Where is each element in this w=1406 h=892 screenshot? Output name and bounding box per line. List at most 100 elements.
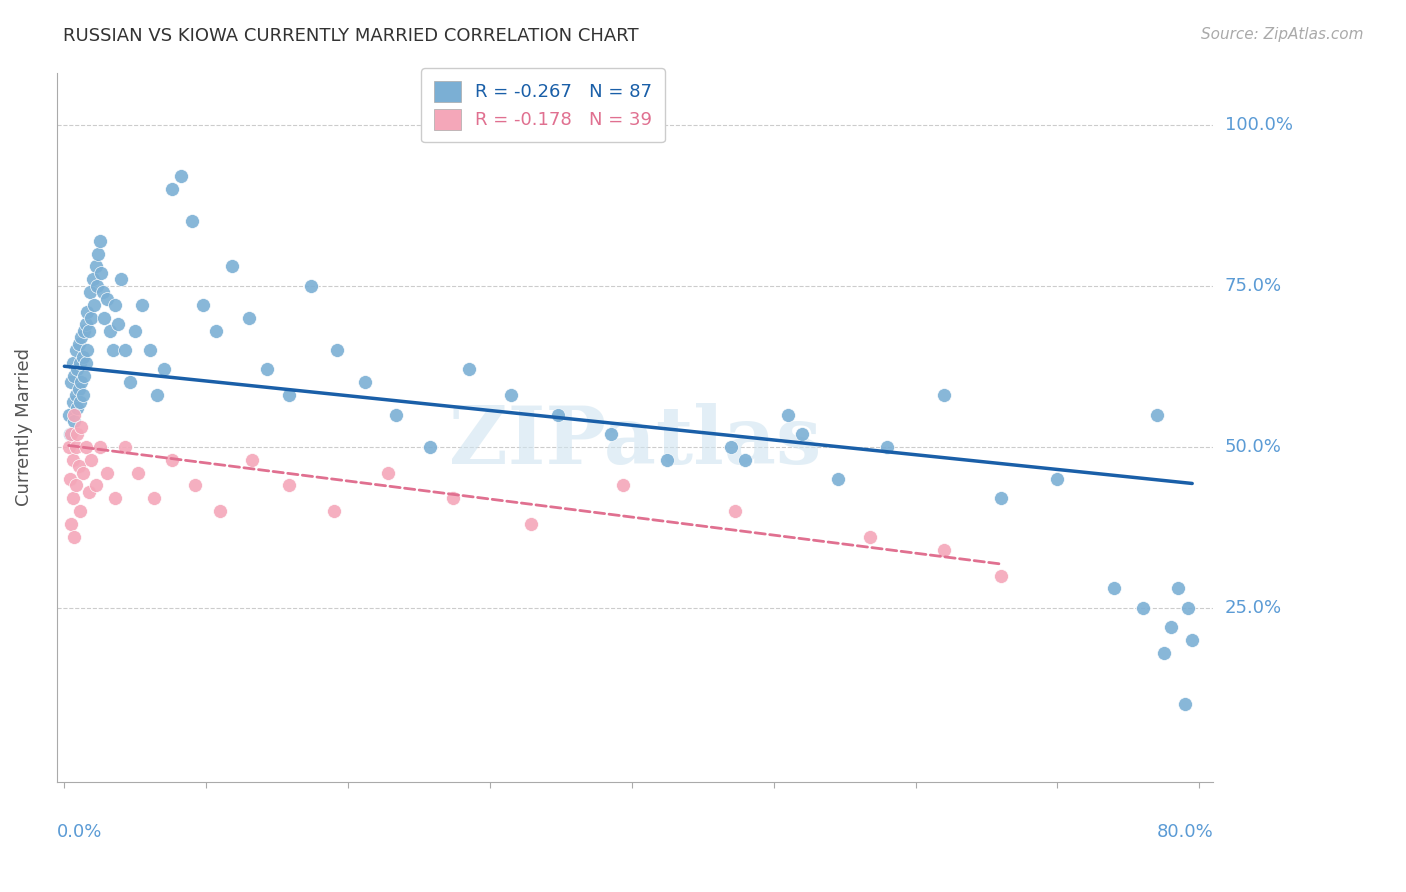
Text: 0.0%: 0.0%	[58, 823, 103, 841]
Point	[75, 440, 97, 454]
Point	[65, 343, 87, 358]
Point	[160, 182, 183, 196]
Point	[60, 426, 83, 441]
Point	[827, 472, 849, 486]
Point	[77, 324, 100, 338]
Point	[65, 478, 87, 492]
Point	[63, 368, 86, 383]
Point	[59, 472, 82, 486]
Point	[90, 266, 112, 280]
Point	[66, 426, 89, 441]
Point	[82, 272, 104, 286]
Point	[63, 408, 86, 422]
Point	[599, 426, 621, 441]
Point	[63, 530, 86, 544]
Point	[104, 491, 127, 506]
Point	[66, 362, 89, 376]
Point	[89, 234, 111, 248]
Point	[62, 394, 84, 409]
Point	[96, 292, 118, 306]
Point	[67, 459, 90, 474]
Point	[118, 376, 141, 390]
Text: RUSSIAN VS KIOWA CURRENTLY MARRIED CORRELATION CHART: RUSSIAN VS KIOWA CURRENTLY MARRIED CORRE…	[63, 27, 638, 45]
Point	[501, 388, 523, 402]
Point	[142, 491, 165, 506]
Point	[84, 260, 107, 274]
Point	[75, 356, 97, 370]
Point	[72, 466, 94, 480]
Point	[547, 408, 569, 422]
Point	[138, 343, 160, 358]
Point	[612, 478, 634, 492]
Point	[66, 401, 89, 416]
Point	[67, 336, 90, 351]
Point	[77, 484, 100, 499]
Point	[776, 408, 799, 422]
Point	[724, 504, 747, 518]
Point	[73, 368, 96, 383]
Point	[89, 440, 111, 454]
Point	[170, 169, 193, 184]
Point	[69, 356, 91, 370]
Point	[63, 414, 86, 428]
Point	[419, 440, 441, 454]
Legend: R = -0.267   N = 87, R = -0.178   N = 39: R = -0.267 N = 87, R = -0.178 N = 39	[420, 68, 665, 143]
Point	[181, 214, 204, 228]
Point	[60, 376, 83, 390]
Point	[1160, 620, 1182, 634]
Point	[84, 478, 107, 492]
Point	[59, 426, 82, 441]
Point	[238, 310, 260, 325]
Point	[62, 452, 84, 467]
Text: 80.0%: 80.0%	[1157, 823, 1213, 841]
Point	[79, 285, 101, 300]
Point	[98, 324, 121, 338]
Point	[790, 426, 813, 441]
Point	[160, 452, 183, 467]
Point	[110, 272, 132, 286]
Point	[323, 504, 346, 518]
Point	[73, 324, 96, 338]
Point	[60, 516, 83, 531]
Point	[152, 362, 174, 376]
Point	[1177, 600, 1199, 615]
Point	[859, 530, 882, 544]
Point	[58, 440, 80, 454]
Point	[93, 310, 115, 325]
Point	[127, 466, 149, 480]
Point	[75, 318, 97, 332]
Text: ZIPatlas: ZIPatlas	[450, 402, 821, 481]
Point	[1132, 600, 1154, 615]
Point	[72, 350, 94, 364]
Point	[240, 452, 263, 467]
Point	[72, 388, 94, 402]
Point	[83, 298, 105, 312]
Point	[184, 478, 207, 492]
Text: 25.0%: 25.0%	[1225, 599, 1282, 616]
Text: 50.0%: 50.0%	[1225, 438, 1281, 456]
Point	[107, 318, 129, 332]
Point	[209, 504, 232, 518]
Point	[76, 304, 98, 318]
Point	[520, 516, 543, 531]
Point	[205, 324, 228, 338]
Point	[657, 452, 679, 467]
Point	[277, 478, 299, 492]
Point	[124, 324, 146, 338]
Point	[145, 388, 167, 402]
Point	[70, 420, 93, 434]
Point	[1174, 698, 1197, 712]
Point	[114, 440, 136, 454]
Point	[720, 440, 742, 454]
Point	[256, 362, 278, 376]
Point	[377, 466, 399, 480]
Point	[457, 362, 479, 376]
Point	[101, 343, 124, 358]
Point	[1153, 646, 1175, 660]
Point	[96, 466, 118, 480]
Text: 75.0%: 75.0%	[1225, 277, 1282, 294]
Point	[67, 382, 90, 396]
Point	[131, 298, 153, 312]
Point	[221, 260, 243, 274]
Point	[354, 376, 377, 390]
